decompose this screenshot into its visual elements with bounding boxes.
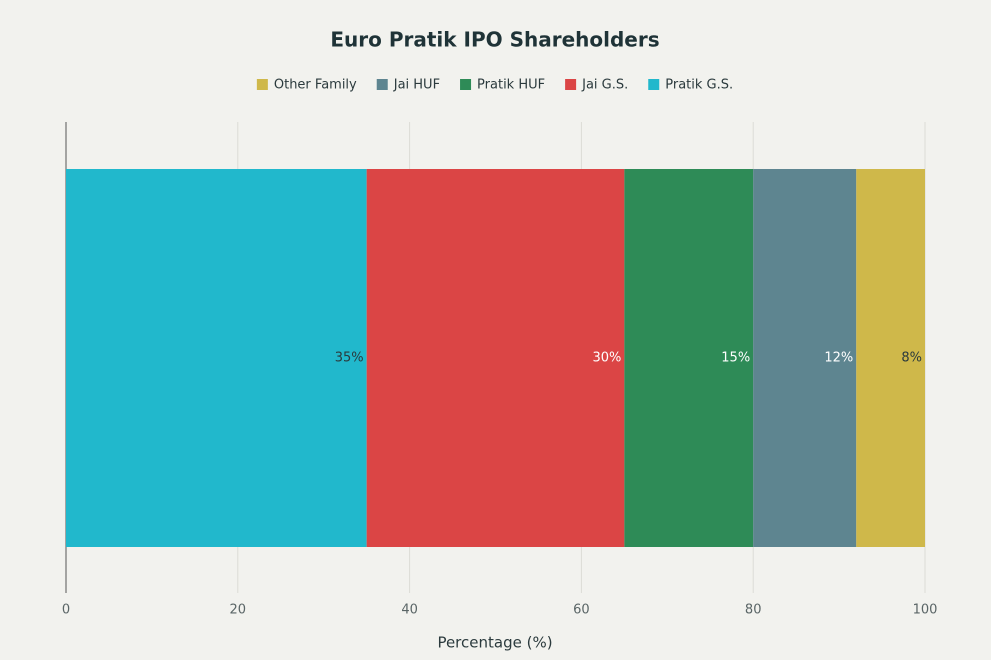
legend-swatch [256, 79, 268, 90]
x-tick-label: 60 [573, 603, 590, 618]
data-label: 12% [824, 351, 853, 366]
bar-segment [66, 169, 367, 547]
x-tick-label: 100 [913, 603, 938, 618]
bar-segment [753, 169, 857, 547]
legend-swatch [565, 79, 577, 90]
legend-label: Other Family [274, 78, 357, 93]
legend-label: Jai HUF [393, 78, 440, 93]
legend-label: Pratik HUF [477, 78, 545, 93]
x-tick-label: 20 [230, 603, 247, 618]
legend-label: Pratik G.S. [665, 78, 733, 93]
data-label: 30% [592, 351, 621, 366]
chart-title: Euro Pratik IPO Shareholders [330, 28, 659, 52]
legend-label: Jai G.S. [581, 78, 628, 93]
legend-swatch [460, 79, 472, 90]
data-label: 35% [335, 351, 364, 366]
x-axis-title: Percentage (%) [437, 634, 552, 652]
data-label: 15% [721, 351, 750, 366]
bar-segment [856, 169, 925, 547]
legend-swatch [648, 79, 660, 90]
x-tick-label: 0 [62, 603, 70, 618]
x-tick-label: 80 [745, 603, 762, 618]
bar-segment [366, 169, 625, 547]
data-label: 8% [901, 351, 922, 366]
bar-segment [624, 169, 754, 547]
legend: Other Family Jai HUF Pratik HUF Jai G.S. Pra… [256, 78, 733, 93]
legend-swatch [376, 79, 388, 90]
x-tick-label: 40 [401, 603, 418, 618]
